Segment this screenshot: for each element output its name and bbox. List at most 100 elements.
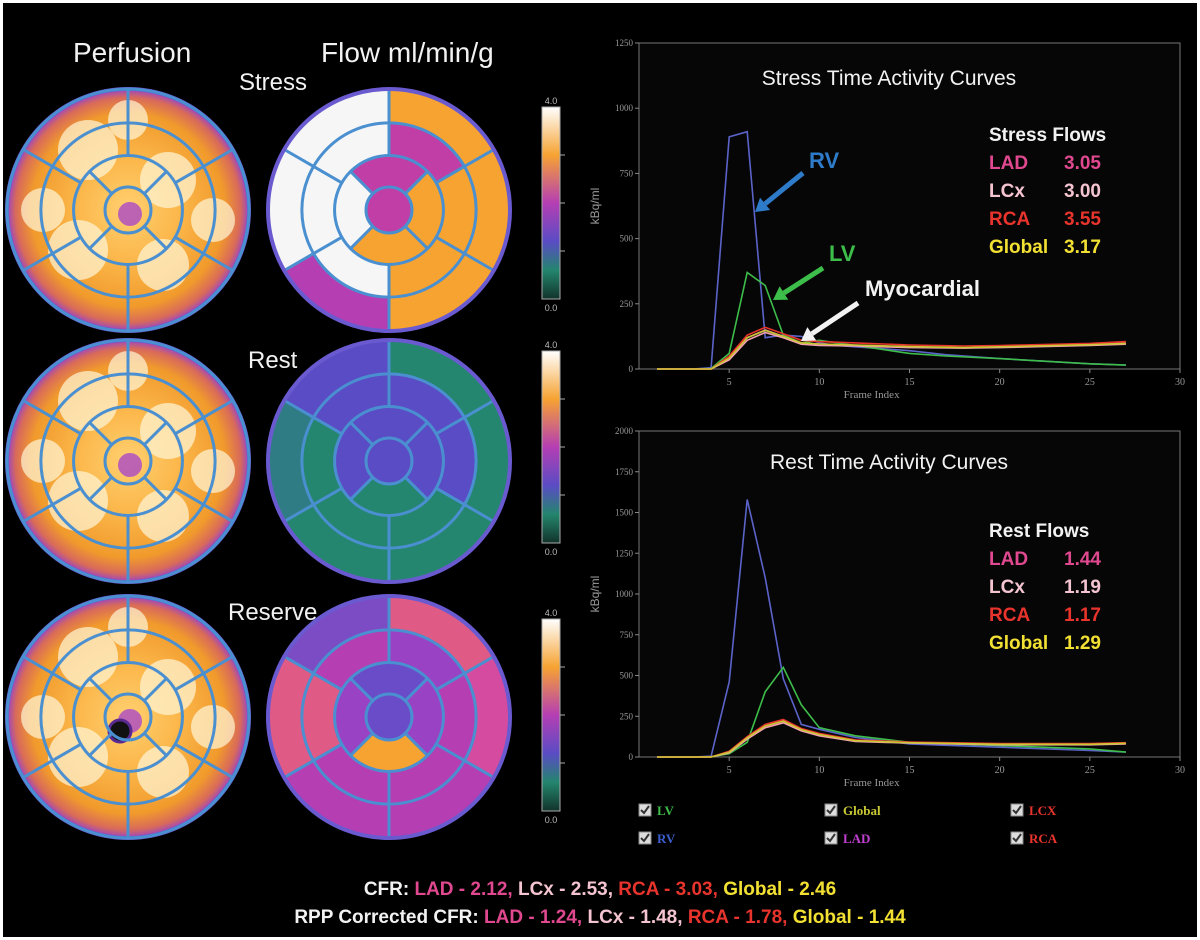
- flow-segment-mid: [313, 373, 389, 434]
- rpp-lcx: LCx - 1.48,: [587, 907, 683, 928]
- y-tick-label: 1750: [615, 467, 634, 477]
- flow-segment-basal: [284, 596, 389, 674]
- y-tick-label: 500: [620, 234, 634, 244]
- perfusion-map: [5, 594, 251, 840]
- polar-ring: [103, 436, 153, 486]
- legend-item-rca: RCA: [1010, 831, 1058, 846]
- polar-spoke: [143, 421, 168, 446]
- flow-scale: 4.0 0.0: [541, 608, 565, 825]
- annotation-arrow: [763, 171, 805, 206]
- flow-segment-mid: [389, 122, 465, 183]
- polar-spoke: [88, 677, 113, 702]
- legend-label: LAD: [843, 831, 870, 846]
- polar-spoke: [404, 476, 429, 501]
- y-tick-label: 1000: [615, 103, 634, 113]
- flow-segment-apex: [366, 438, 412, 484]
- perfusion-hotspot: [191, 705, 235, 749]
- flow-segment-basal: [389, 596, 494, 674]
- polar-spoke: [349, 225, 374, 250]
- annotation-rv: RV: [809, 148, 839, 173]
- check-icon: [1012, 833, 1022, 843]
- x-tick-label: 15: [905, 377, 915, 388]
- perfusion-hotspot: [137, 746, 189, 798]
- y-tick-label: 1250: [615, 38, 634, 48]
- polar-spoke: [202, 399, 234, 419]
- flow-segment-apical: [405, 171, 444, 249]
- flow-segment-apical: [350, 477, 428, 516]
- annotation-arrowhead: [773, 286, 789, 300]
- series-global: [657, 720, 1126, 758]
- annotation-myocardial: Myocardial: [865, 276, 980, 301]
- legend-label: RCA: [1029, 831, 1058, 846]
- flow-name: RCA: [989, 209, 1030, 230]
- annotation-arrow: [810, 300, 860, 336]
- polar-spoke: [88, 476, 113, 501]
- polar-spoke: [312, 165, 343, 185]
- x-tick-label: 30: [1175, 377, 1185, 388]
- perfusion-map: [5, 87, 251, 333]
- y-tick-label: 1000: [615, 589, 634, 599]
- x-tick-label: 5: [727, 377, 732, 388]
- annotation-arrowhead: [801, 327, 817, 341]
- legend-item-lv: LV: [638, 803, 674, 818]
- legend-item-global: Global: [824, 803, 881, 818]
- legend-label: LV: [657, 803, 674, 818]
- flow-name: RCA: [989, 605, 1030, 626]
- flow-segment-mid: [389, 488, 465, 549]
- polar-spoke: [51, 416, 82, 436]
- flow-segment-basal: [389, 253, 494, 331]
- polar-spoke: [174, 672, 205, 692]
- polar-spoke: [22, 399, 54, 419]
- polar-spoke: [283, 759, 315, 779]
- flow-scale-min: 0.0: [545, 547, 558, 557]
- legend-item-lad: LAD: [824, 831, 870, 846]
- rpp-rca: RCA - 1.78,: [687, 907, 788, 928]
- flow-segment-mid: [301, 166, 342, 254]
- perfusion-hotspot: [58, 371, 118, 431]
- polar-spoke: [404, 732, 429, 757]
- polar-spoke: [283, 655, 315, 675]
- polar-spoke: [174, 165, 205, 185]
- flow-segment-apical: [350, 662, 428, 701]
- check-icon: [640, 833, 650, 843]
- annotation-lv: LV: [829, 241, 856, 266]
- polar-spoke: [88, 732, 113, 757]
- flow-segment-mid: [389, 744, 465, 805]
- polar-spoke: [404, 677, 429, 702]
- rpp-line: RPP Corrected CFR: LAD - 1.24, LCx - 1.4…: [3, 907, 1197, 929]
- flow-segment-apical: [334, 171, 373, 249]
- polar-spoke: [88, 225, 113, 250]
- perfusion-hotspot: [21, 188, 65, 232]
- flow-segment-basal: [389, 340, 494, 418]
- y-tick-label: 250: [620, 711, 634, 721]
- perfusion-hotspot: [140, 403, 196, 459]
- flow-scale-max: 4.0: [545, 608, 558, 618]
- flow-segment-mid: [436, 673, 477, 761]
- cfr-label: CFR:: [363, 879, 410, 900]
- polar-spoke: [463, 399, 495, 419]
- cfr-global: Global - 2.46: [723, 879, 837, 900]
- time-activity-charts: Stress Time Activity Curves0250500750100…: [588, 38, 1185, 846]
- check-icon: [826, 805, 836, 815]
- polar-spoke: [349, 732, 374, 757]
- perfusion-hotspot: [191, 198, 235, 242]
- flow-segment-basal: [284, 340, 389, 418]
- polar-spoke: [463, 252, 495, 272]
- polar-spoke: [51, 486, 82, 506]
- flow-map: [266, 338, 512, 584]
- flow-segment-mid: [313, 744, 389, 805]
- flow-outline: [266, 594, 512, 840]
- series-global: [657, 329, 1126, 370]
- flow-segment-apical: [405, 422, 444, 500]
- flow-segment-apical: [334, 422, 373, 500]
- polar-spoke: [22, 503, 54, 523]
- polar-spoke: [51, 235, 82, 255]
- flow-value: 1.44: [1064, 549, 1101, 570]
- polar-spoke: [88, 170, 113, 195]
- chart-plot-area: [638, 430, 1181, 758]
- flow-segment-apical: [405, 678, 444, 756]
- polar-spoke: [312, 235, 343, 255]
- flow-name: LAD: [989, 549, 1028, 570]
- flow-scale-min: 0.0: [545, 815, 558, 825]
- polar-spoke: [202, 759, 234, 779]
